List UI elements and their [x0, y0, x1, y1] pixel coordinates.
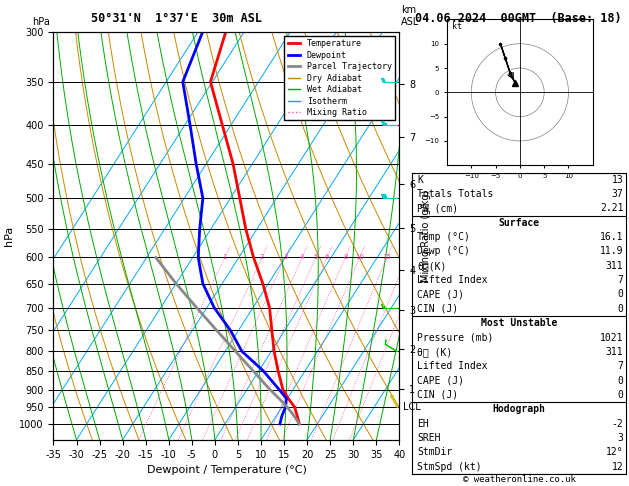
Text: 37: 37	[611, 189, 623, 199]
Text: 6: 6	[325, 255, 329, 260]
Text: 311: 311	[606, 347, 623, 357]
Text: EH: EH	[417, 418, 429, 429]
Text: 0: 0	[618, 304, 623, 314]
Text: Surface: Surface	[499, 218, 540, 228]
Text: 7: 7	[618, 361, 623, 371]
Legend: Temperature, Dewpoint, Parcel Trajectory, Dry Adiabat, Wet Adiabat, Isotherm, Mi: Temperature, Dewpoint, Parcel Trajectory…	[284, 36, 395, 121]
Text: CAPE (J): CAPE (J)	[417, 290, 464, 299]
Text: 4: 4	[300, 255, 304, 260]
Text: 0: 0	[618, 376, 623, 385]
Text: StmSpd (kt): StmSpd (kt)	[417, 462, 482, 472]
Text: © weatheronline.co.uk: © weatheronline.co.uk	[463, 474, 576, 484]
Text: 04.06.2024  00GMT  (Base: 18): 04.06.2024 00GMT (Base: 18)	[415, 12, 621, 25]
Text: 3: 3	[283, 255, 287, 260]
Text: kt: kt	[452, 22, 462, 31]
Text: 311: 311	[606, 261, 623, 271]
Text: 12: 12	[611, 462, 623, 472]
Text: 5: 5	[313, 255, 318, 260]
Y-axis label: Mixing Ratio (g/kg): Mixing Ratio (g/kg)	[421, 190, 431, 282]
Text: 50°31'N  1°37'E  30m ASL: 50°31'N 1°37'E 30m ASL	[91, 12, 262, 25]
Text: Dewp (°C): Dewp (°C)	[417, 246, 470, 257]
Text: PW (cm): PW (cm)	[417, 204, 458, 213]
Text: 0: 0	[618, 390, 623, 400]
Text: Temp (°C): Temp (°C)	[417, 232, 470, 242]
Text: θᴄ (K): θᴄ (K)	[417, 347, 452, 357]
Text: 2.21: 2.21	[600, 204, 623, 213]
Text: Most Unstable: Most Unstable	[481, 318, 557, 328]
Text: CIN (J): CIN (J)	[417, 304, 458, 314]
Text: 10: 10	[355, 255, 364, 260]
Text: Pressure (mb): Pressure (mb)	[417, 332, 493, 343]
Text: Lifted Index: Lifted Index	[417, 361, 487, 371]
Text: 11.9: 11.9	[600, 246, 623, 257]
Text: Totals Totals: Totals Totals	[417, 189, 493, 199]
Text: 1021: 1021	[600, 332, 623, 343]
Text: km
ASL: km ASL	[401, 5, 419, 27]
Text: SREH: SREH	[417, 433, 440, 443]
Text: θᴄ(K): θᴄ(K)	[417, 261, 447, 271]
Text: Hodograph: Hodograph	[493, 404, 546, 414]
Text: hPa: hPa	[33, 17, 50, 27]
Text: 12°: 12°	[606, 447, 623, 457]
Text: 2: 2	[260, 255, 264, 260]
Text: -2: -2	[611, 418, 623, 429]
Text: CIN (J): CIN (J)	[417, 390, 458, 400]
Text: 8: 8	[343, 255, 347, 260]
Text: 1: 1	[223, 255, 227, 260]
Text: 16.1: 16.1	[600, 232, 623, 242]
Text: CAPE (J): CAPE (J)	[417, 376, 464, 385]
Text: LCL: LCL	[403, 402, 421, 412]
Text: 13: 13	[611, 174, 623, 185]
Text: StmDir: StmDir	[417, 447, 452, 457]
Text: 15: 15	[382, 255, 391, 260]
Text: K: K	[417, 174, 423, 185]
Text: 0: 0	[618, 290, 623, 299]
Text: 3: 3	[618, 433, 623, 443]
Text: 7: 7	[618, 275, 623, 285]
X-axis label: Dewpoint / Temperature (°C): Dewpoint / Temperature (°C)	[147, 465, 306, 475]
Y-axis label: hPa: hPa	[4, 226, 14, 246]
Text: Lifted Index: Lifted Index	[417, 275, 487, 285]
